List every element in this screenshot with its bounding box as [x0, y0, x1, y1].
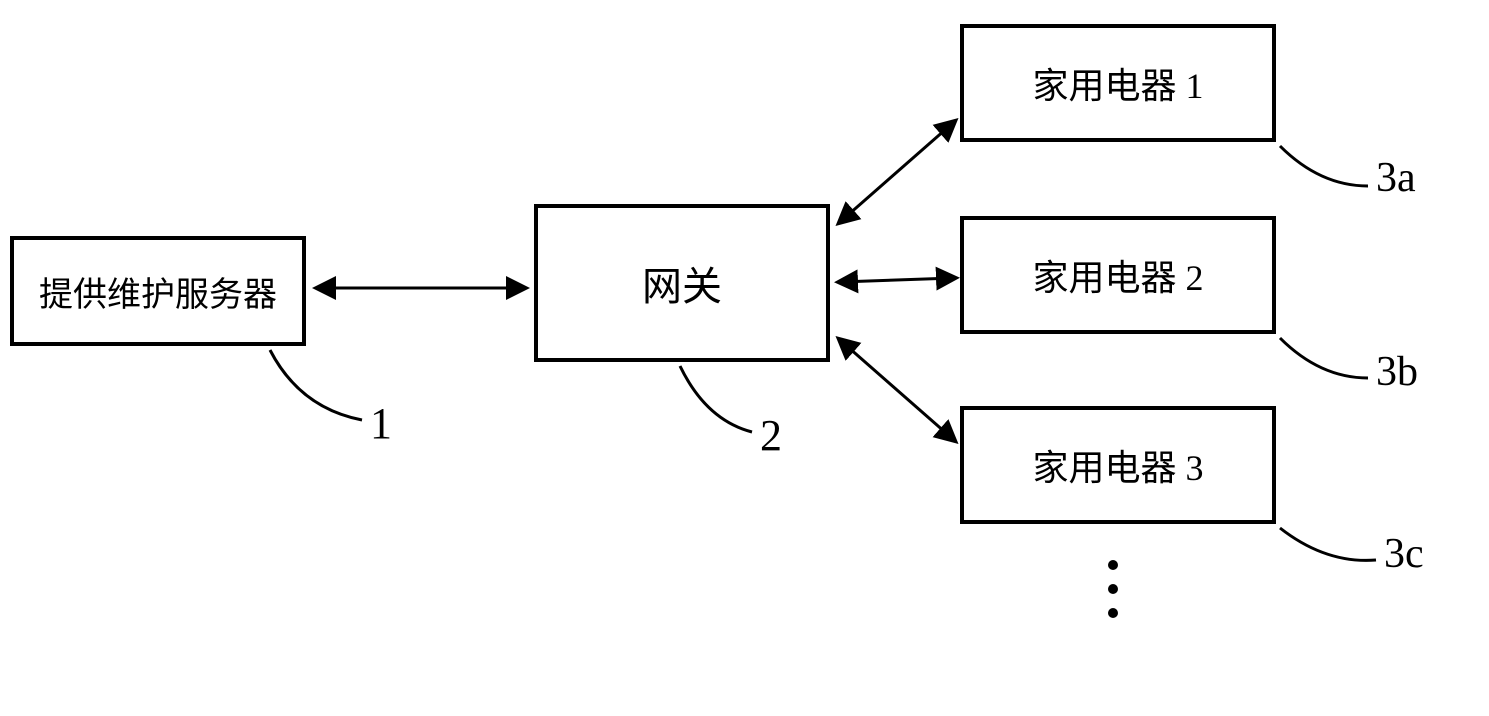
dot — [1108, 560, 1118, 570]
leader-gateway — [680, 366, 752, 432]
leader-server — [270, 350, 362, 420]
server-label: 提供维护服务器 — [39, 267, 277, 316]
ref-label-appliance3: 3c — [1384, 530, 1424, 578]
server-box: 提供维护服务器 — [10, 236, 306, 346]
leader-app2 — [1280, 338, 1368, 378]
leader-app3 — [1280, 528, 1376, 560]
arrow-gateway-app1 — [840, 122, 954, 222]
ref-label-appliance2: 3b — [1376, 348, 1418, 396]
appliance1-label: 家用电器 1 — [1032, 57, 1203, 109]
appliance2-box: 家用电器 2 — [960, 216, 1276, 334]
ellipsis-dots — [1108, 560, 1118, 618]
leader-app1 — [1280, 146, 1368, 186]
appliance3-box: 家用电器 3 — [960, 406, 1276, 524]
ref-label-appliance1: 3a — [1376, 154, 1416, 202]
dot — [1108, 584, 1118, 594]
appliance1-box: 家用电器 1 — [960, 24, 1276, 142]
appliance2-label: 家用电器 2 — [1032, 249, 1203, 301]
ref-label-server: 1 — [370, 398, 392, 449]
dot — [1108, 608, 1118, 618]
appliance3-label: 家用电器 3 — [1032, 439, 1203, 491]
ref-label-gateway: 2 — [760, 410, 782, 461]
gateway-label: 网关 — [642, 254, 722, 312]
gateway-box: 网关 — [534, 204, 830, 362]
arrow-gateway-app2 — [840, 278, 954, 282]
arrow-gateway-app3 — [840, 340, 954, 440]
